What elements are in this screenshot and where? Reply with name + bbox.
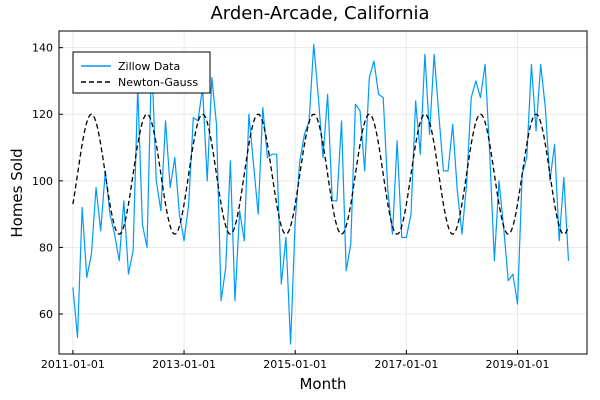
x-tick-label: 2013-01-01 xyxy=(152,358,216,371)
legend-box xyxy=(72,51,211,94)
y-tick-label: 80 xyxy=(39,241,53,254)
y-tick-label: 120 xyxy=(32,108,53,121)
x-tick-label: 2017-01-01 xyxy=(374,358,438,371)
legend-label-zillow: Zillow Data xyxy=(118,60,180,73)
legend: Zillow Data Newton-Gauss xyxy=(72,51,211,94)
x-tick-label: 2019-01-01 xyxy=(486,358,550,371)
series-line-newton-gauss xyxy=(72,113,570,235)
chart-title: Arden-Arcade, California xyxy=(210,3,429,24)
x-tick-label: 2011-01-01 xyxy=(41,358,105,371)
y-axis-label: Homes Sold xyxy=(8,148,26,237)
tick-layer: 2011-01-01 2013-01-01 2015-01-01 2017-01-01… xyxy=(32,42,549,371)
plot-frame xyxy=(58,30,588,355)
series-layer xyxy=(72,43,570,345)
y-tick-label: 140 xyxy=(32,42,53,55)
legend-label-newton-gauss: Newton-Gauss xyxy=(118,76,198,89)
series-line-zillow-data xyxy=(72,43,570,345)
x-tick-label: 2015-01-01 xyxy=(263,358,327,371)
x-axis-label: Month xyxy=(299,375,346,393)
y-tick-label: 100 xyxy=(32,175,53,188)
y-tick-label: 60 xyxy=(39,308,53,321)
